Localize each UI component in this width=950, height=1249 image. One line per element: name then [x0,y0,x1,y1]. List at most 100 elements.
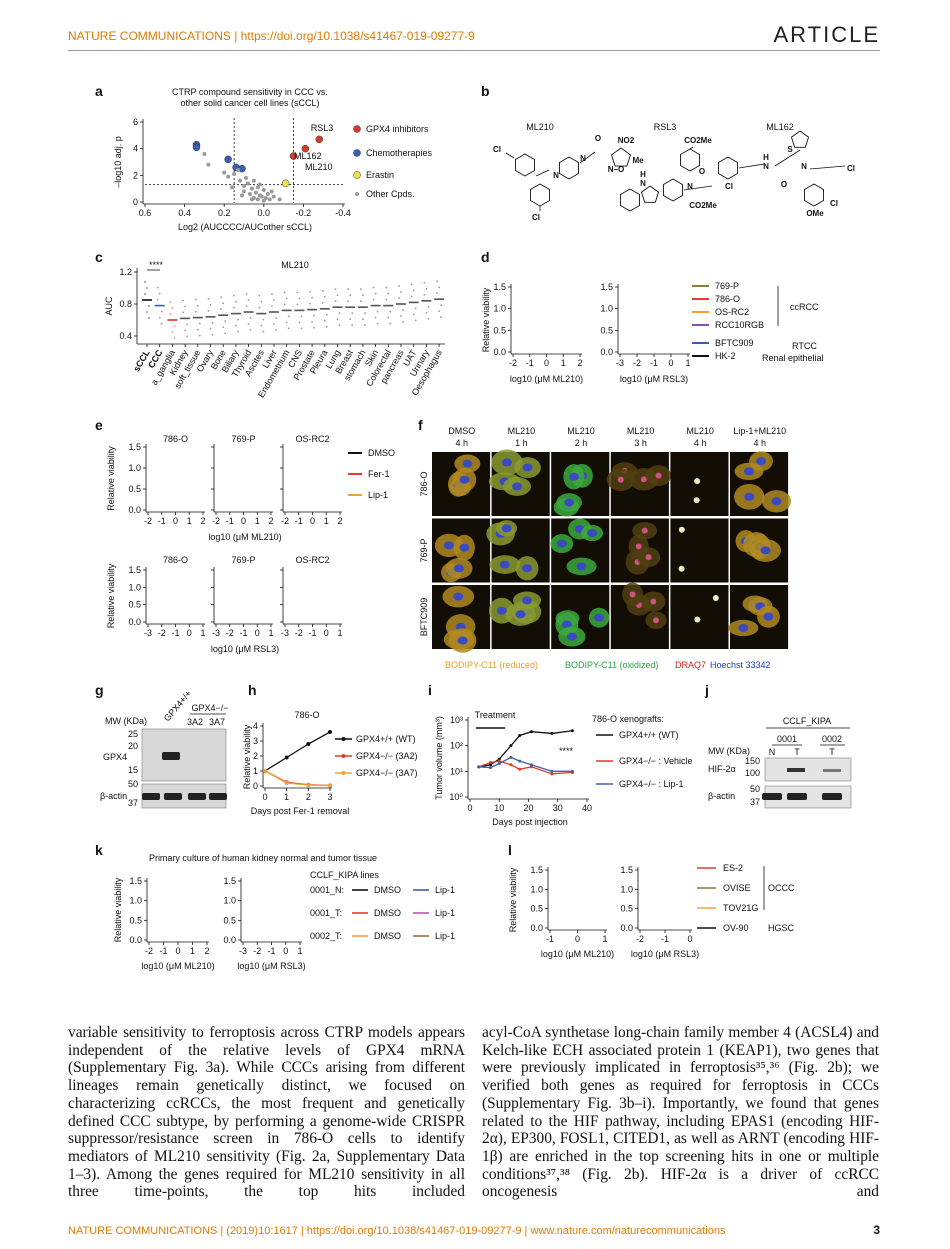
point [509,755,513,759]
scatter-dot [360,288,362,291]
series-line [478,756,573,772]
rule [535,169,550,177]
atom-label: N [801,162,807,171]
scatter-dot [389,310,392,313]
scatter-dot [300,315,303,318]
scatter-dot [325,325,328,328]
ring [559,156,579,180]
nucleus [499,560,510,569]
x-tick-label: -0.4 [335,208,351,218]
legend-label: Erastin [366,170,394,180]
nucleus [457,636,468,645]
ring [790,130,810,148]
legend-label: Chemotherapies [366,148,433,158]
scatter-dot [311,320,313,323]
x-tick-label: -2 [212,516,220,526]
legend-title: CCLF_KIPA lines [310,870,379,880]
y-axis-label: Relative viability [106,446,116,511]
column-header: 4 h [754,438,767,448]
band [142,793,160,800]
nucleus [501,524,512,533]
scatter-dot [169,313,172,315]
scatter-dot [349,318,352,321]
x-tick-label: -2 [633,358,641,368]
subplot-title: 786-O [163,555,188,565]
band [162,752,180,760]
scatter-dot [372,286,375,289]
lane-label: 3A7 [209,717,225,727]
scatter-dot [262,330,265,333]
scatter-dot [423,293,426,296]
point [509,763,513,767]
lane-label: T [794,747,800,757]
legend-label: Lip-1 [435,885,455,895]
atom-label: CO2Me [689,201,717,210]
y-axis-label: –log10 adj. p [113,136,123,188]
point [261,188,266,192]
x-tick-label: 2 [200,516,205,526]
scatter-dot [169,301,172,303]
atom-label: Me [632,156,644,165]
y-tick-label: 1.5 [493,282,506,292]
group-label: Renal epithelial [762,353,824,363]
scatter-dot [249,329,252,331]
y-tick-label: 0.0 [223,935,236,945]
blot [141,728,227,782]
scatter-dot [160,322,163,325]
y-tick-label: 1.0 [128,463,141,473]
x-tick-label: -2 [144,516,152,526]
x-tick-label: -1 [526,358,534,368]
stain-label: Hoechst 33342 [710,660,771,670]
row-label: 769-P [419,538,429,562]
scatter-dot [233,306,235,309]
scatter-dot [144,293,146,295]
x-tick-label: -3 [144,628,152,638]
point [550,769,554,773]
body-text-left: variable sensitivity to ferroptosis acro… [68,1024,465,1201]
group-label: RTCC [792,341,817,351]
scatter-dot [336,294,339,297]
mw-marker: 37 [750,797,760,807]
scatter-dot [222,326,225,329]
legend-label: BFTC909 [715,338,754,348]
scatter-dot [283,291,286,294]
scatter-dot [440,304,442,307]
ring [515,153,535,177]
x-tick-label: -1 [267,946,275,956]
nucleus [587,529,598,538]
y-tick-label: 1.5 [600,282,613,292]
x-tick-label: 0 [187,628,192,638]
column-header: 4 h [456,438,469,448]
legend-label: GPX4−/− : Vehicle [619,756,693,766]
point [238,178,243,183]
legend-label: OV-90 [723,923,749,933]
x-tick-label: -3 [239,946,247,956]
y-tick-label: 1.5 [128,565,141,575]
panel-label: i [428,682,432,698]
cohort-label: CCLF_KIPA [783,716,831,726]
annotation: ML210 [305,162,333,172]
mw-marker: 25 [128,729,138,739]
nucleus [594,613,605,622]
scatter-dot [245,305,248,307]
column-header: 1 h [515,438,528,448]
protein-label: HIF-2α [708,764,736,774]
y-tick-label: 0.0 [128,617,141,627]
footer-citation: NATURE COMMUNICATIONS | (2019)10:1617 | … [68,1225,726,1237]
y-tick-label: 1.5 [129,876,142,886]
atom-label: O [781,180,787,189]
subplot-title: 786-O [163,434,188,444]
scatter-dot [211,321,214,324]
scatter-dot [184,305,187,308]
point [306,783,311,788]
nucleus [743,467,754,476]
x-tick-label: -2 [636,934,644,944]
legend-swatch [353,149,361,157]
dead-cell [640,476,647,483]
y-axis-label: Relative viability [242,724,252,789]
scatter-dot [220,296,223,299]
y-tick-label: 1.0 [223,896,236,906]
x-axis-label: Days post Fer-1 removal [251,806,350,816]
nucleus [760,546,771,555]
scatter-dot [338,324,341,327]
